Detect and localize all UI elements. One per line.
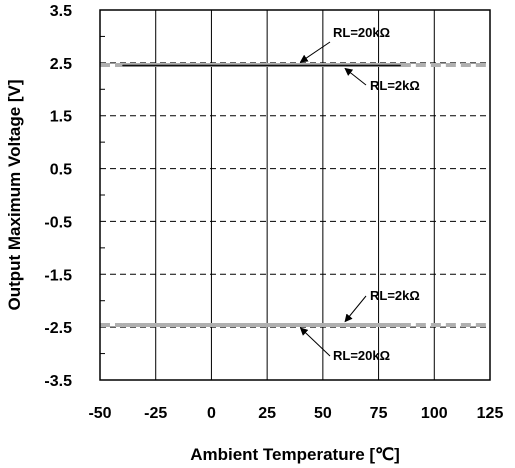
grid xyxy=(100,10,490,380)
x-tick-labels: -50 -25 0 25 50 75 100 125 xyxy=(88,405,503,422)
annotation-arrow xyxy=(344,67,367,86)
annotation-arrow xyxy=(344,295,367,323)
annotations: RL=20kΩ RL=2kΩ RL=2kΩ RL=20kΩ xyxy=(299,25,420,363)
plot-frame xyxy=(99,9,491,381)
x-tick-label: 50 xyxy=(314,405,332,422)
annotation-arrow xyxy=(299,327,331,357)
annotation-label: RL=2kΩ xyxy=(370,78,420,93)
y-tick-label: 3.5 xyxy=(50,3,72,20)
y-tick-label: -0.5 xyxy=(44,214,72,231)
y-tick-label: 1.5 xyxy=(50,109,72,126)
y-tick-label: -1.5 xyxy=(44,267,72,284)
x-tick-label: 75 xyxy=(370,405,388,422)
x-tick-label: -25 xyxy=(144,405,167,422)
x-axis-label: Ambient Temperature [℃] xyxy=(190,445,400,464)
y-tick-label: -2.5 xyxy=(44,320,72,337)
y-axis-label: Output Maximum Voltage [V] xyxy=(5,79,24,310)
annotation-label: RL=20kΩ xyxy=(333,348,390,363)
annotation-arrow xyxy=(299,41,331,63)
annotation-label: RL=20kΩ xyxy=(333,25,390,40)
x-tick-label: -50 xyxy=(88,405,111,422)
y-tick-label: 2.5 xyxy=(50,56,72,73)
x-tick-label: 125 xyxy=(477,405,504,422)
y-tick-label: 0.5 xyxy=(50,162,72,179)
annotation-label: RL=2kΩ xyxy=(370,288,420,303)
x-tick-label: 100 xyxy=(421,405,448,422)
y-tick-labels: -3.5 -2.5 -1.5 -0.5 0.5 1.5 2.5 3.5 xyxy=(44,3,72,390)
x-tick-label: 25 xyxy=(258,405,276,422)
y-tick-label: -3.5 xyxy=(44,373,72,390)
series-group xyxy=(100,62,490,328)
x-tick-label: 0 xyxy=(207,405,216,422)
